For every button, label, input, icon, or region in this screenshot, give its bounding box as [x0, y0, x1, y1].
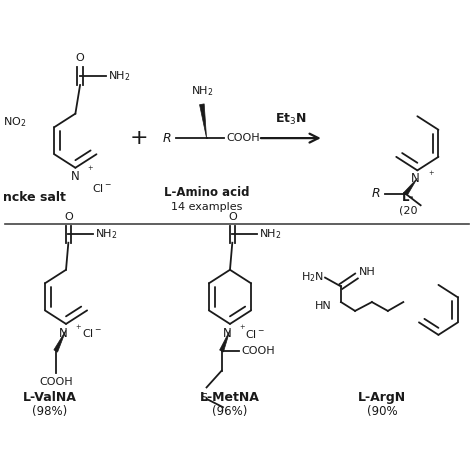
Text: N: N — [223, 327, 232, 339]
Polygon shape — [404, 178, 417, 195]
Text: H$_2$N: H$_2$N — [301, 271, 324, 284]
Text: NH$_2$: NH$_2$ — [95, 228, 118, 241]
Text: O: O — [228, 212, 237, 222]
Text: (20: (20 — [399, 206, 417, 216]
Text: Et$_3$N: Et$_3$N — [275, 111, 307, 127]
Text: 14 examples: 14 examples — [171, 202, 242, 212]
Text: COOH: COOH — [39, 377, 73, 387]
Polygon shape — [54, 330, 66, 352]
Text: $^+$: $^+$ — [427, 170, 435, 181]
Text: (96%): (96%) — [212, 405, 247, 418]
Text: L-ValNA: L-ValNA — [23, 391, 77, 404]
Text: L-Amino acid: L-Amino acid — [164, 186, 249, 199]
Text: R: R — [163, 132, 172, 145]
Text: $^+$: $^+$ — [74, 324, 83, 334]
Polygon shape — [219, 330, 230, 352]
Text: S: S — [200, 392, 207, 402]
Text: O: O — [64, 212, 73, 222]
Text: L-MetNA: L-MetNA — [200, 391, 260, 404]
Text: NH$_2$: NH$_2$ — [108, 69, 131, 82]
Text: N: N — [59, 327, 68, 339]
Text: NO$_2$: NO$_2$ — [3, 115, 26, 129]
Text: Cl$^-$: Cl$^-$ — [245, 328, 265, 340]
Text: L-ArgN: L-ArgN — [358, 391, 406, 404]
Text: COOH: COOH — [227, 133, 260, 143]
Text: N: N — [71, 170, 80, 183]
Text: +: + — [129, 128, 148, 148]
Text: ncke salt: ncke salt — [3, 191, 66, 204]
Polygon shape — [200, 104, 207, 138]
Text: COOH: COOH — [242, 346, 275, 356]
Text: R: R — [371, 187, 380, 201]
Text: O: O — [76, 53, 84, 63]
Text: NH$_2$: NH$_2$ — [191, 84, 213, 98]
Text: (98%): (98%) — [32, 405, 67, 418]
Text: L-: L- — [402, 191, 414, 204]
Text: Cl$^-$: Cl$^-$ — [92, 182, 112, 194]
Text: $^+$: $^+$ — [86, 166, 94, 176]
Text: Cl$^-$: Cl$^-$ — [82, 327, 102, 339]
Text: HN: HN — [315, 301, 332, 310]
Text: (90%: (90% — [367, 405, 398, 418]
Text: NH: NH — [359, 267, 375, 277]
Text: N: N — [410, 173, 419, 185]
Text: NH$_2$: NH$_2$ — [259, 228, 282, 241]
Text: $^+$: $^+$ — [238, 324, 246, 334]
